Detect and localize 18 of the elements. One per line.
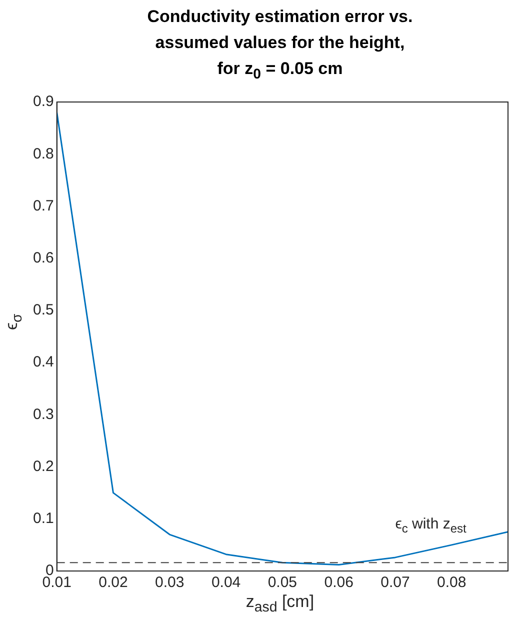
x-tick-label: 0.08 bbox=[437, 574, 466, 592]
x-axis-title: z$_{asd}$ [cm] bbox=[244, 592, 316, 616]
x-tick-label: 0.07 bbox=[380, 574, 410, 592]
y-tick-label: 0.7 bbox=[32, 197, 54, 214]
y-tick-label: 0.3 bbox=[32, 406, 54, 423]
x-tick-label: 0.04 bbox=[211, 574, 241, 592]
y-tick-label: 0.5 bbox=[32, 302, 54, 319]
x-tick-label: 0.06 bbox=[324, 574, 354, 592]
y-tick-label: 0.2 bbox=[32, 458, 54, 475]
y-tick-label: 0.4 bbox=[32, 354, 54, 371]
x-tick-label: 0.05 bbox=[268, 574, 298, 592]
chart-title: Conductivity estimation error vs. assumed values for the height, for z$_{0}$ = 0.05 cm bbox=[146, 6, 414, 84]
x-tick-label: 0.03 bbox=[155, 574, 184, 592]
y-tick-label: 0.9 bbox=[32, 93, 54, 110]
y-tick-label: 0.1 bbox=[32, 510, 54, 528]
x-tick-label: 0.02 bbox=[98, 574, 128, 592]
y-tick-label: 0.6 bbox=[32, 249, 54, 266]
y-tick-label: 0.8 bbox=[32, 145, 54, 162]
